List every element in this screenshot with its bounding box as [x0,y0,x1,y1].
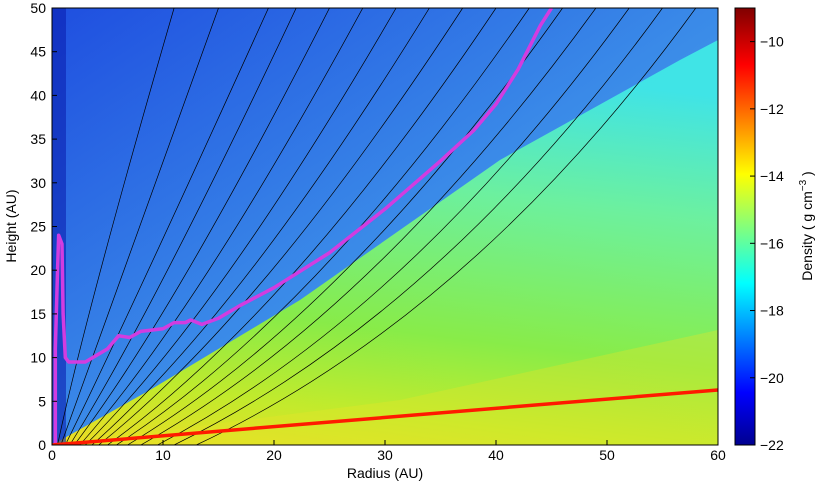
streamline [173,8,663,445]
streamline [73,8,330,445]
curve [52,388,718,445]
y-tick-label: 40 [30,87,46,103]
x-tick-label: 0 [48,447,56,463]
colorbar-label-sup: −3 [798,179,809,191]
y-tick-label: 50 [30,0,46,16]
streamline [65,8,269,445]
streamline [157,8,630,445]
colorbar-tick-label: −18 [760,303,784,319]
y-tick-label: 15 [30,306,46,322]
plot-layer [52,8,718,445]
y-tick-label: 30 [30,175,46,191]
y-tick-label: 10 [30,350,46,366]
colorbar-tick-label: −12 [760,101,784,117]
colorbar-label-suffix: ) [799,171,815,180]
colorbar-tick-label: −22 [760,437,784,453]
colorbar-tick-label: −16 [760,235,784,251]
streamline [69,8,297,445]
x-tick-label: 60 [710,447,726,463]
colorbar-label-text: Density ( g cm [799,191,815,280]
y-tick-label: 35 [30,131,46,147]
colorbar-tick-label: −14 [760,168,784,184]
streamline [140,8,597,445]
streamline [107,8,497,445]
y-tick-label: 5 [38,393,46,409]
streamline [196,8,697,445]
streamline [79,8,364,445]
x-tick-label: 40 [488,447,504,463]
streamline [57,8,175,445]
y-tick-label: 0 [38,437,46,453]
density-field [52,8,718,445]
x-tick-label: 20 [266,447,282,463]
y-tick-label: 20 [30,262,46,278]
y-tick-label: 25 [30,219,46,235]
streamline [85,8,397,445]
colorbar-tick-label: −20 [760,370,784,386]
streamline [127,8,563,445]
streamline [98,8,463,445]
x-tick-label: 30 [377,447,393,463]
y-tick-label: 45 [30,44,46,60]
streamline [91,8,430,445]
y-axis-label: Height (AU) [3,189,19,262]
x-tick-label: 10 [155,447,171,463]
x-tick-label: 50 [599,447,615,463]
colorbar-tick-label: −10 [760,34,784,50]
colorbar-label: Density ( g cm−3 ) [798,171,815,280]
streamline [116,8,530,445]
colorbar [734,7,756,446]
x-axis-label: Radius (AU) [347,465,423,481]
streamline [60,8,219,445]
curve [53,8,553,445]
